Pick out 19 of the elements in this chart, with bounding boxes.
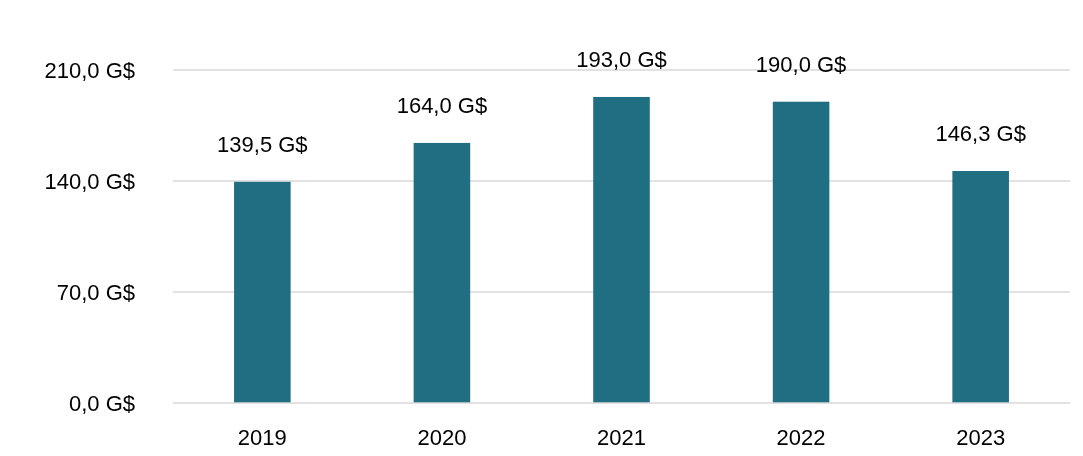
bar — [413, 142, 471, 403]
y-tick-label: 0,0 G$ — [68, 390, 135, 416]
y-tick-label: 210,0 G$ — [44, 57, 135, 83]
bar — [772, 101, 830, 403]
data-label: 193,0 G$ — [576, 46, 667, 72]
x-tick-label: 2019 — [237, 425, 287, 450]
x-tick-label: 2022 — [776, 425, 826, 450]
x-tick-label: 2021 — [597, 425, 646, 450]
data-label: 190,0 G$ — [755, 51, 847, 77]
data-label: 164,0 G$ — [396, 92, 488, 118]
bar — [234, 181, 291, 403]
y-tick-label: 140,0 G$ — [44, 168, 135, 194]
x-tick-label: 2023 — [956, 425, 1006, 450]
bar — [952, 171, 1009, 403]
data-label: 139,5 G$ — [217, 131, 308, 157]
bar — [593, 96, 650, 403]
y-tick-label: 70,0 G$ — [56, 279, 135, 305]
x-tick-label: 2020 — [417, 425, 467, 450]
data-label: 146,3 G$ — [935, 121, 1026, 147]
